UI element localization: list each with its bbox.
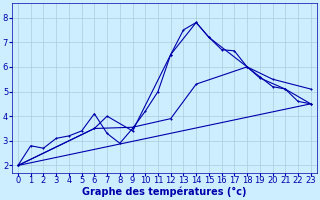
X-axis label: Graphe des températures (°c): Graphe des températures (°c) xyxy=(82,187,247,197)
